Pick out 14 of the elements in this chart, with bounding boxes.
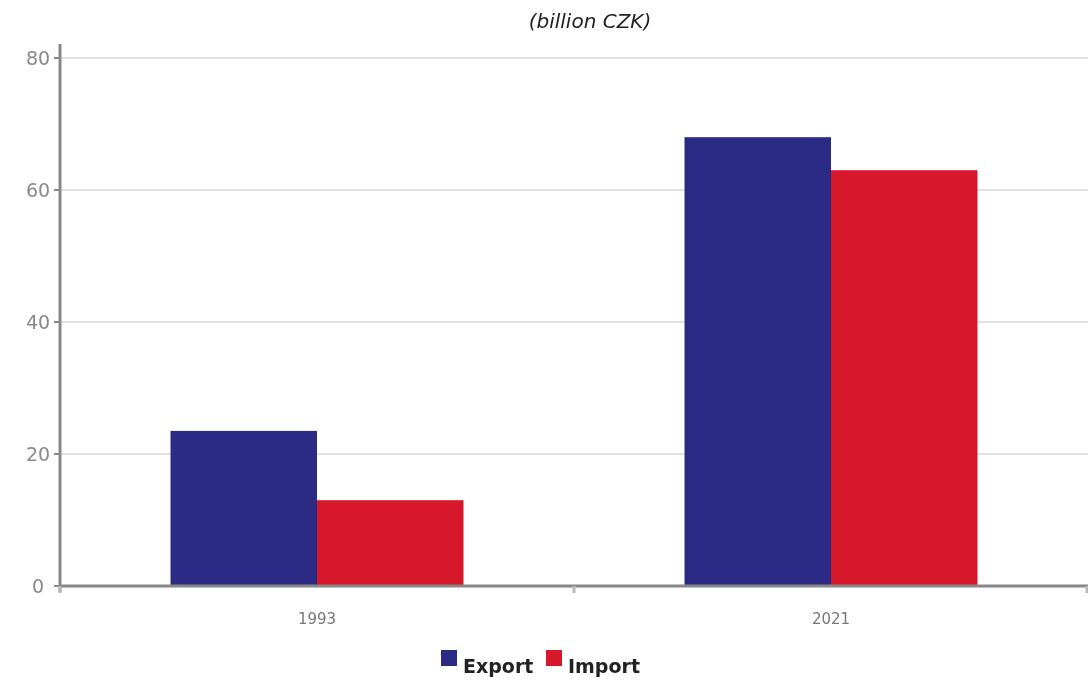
chart-title: (billion CZK) [528, 9, 652, 33]
bar [170, 430, 317, 586]
y-tick-label: 0 [31, 574, 45, 597]
y-tick-label: 20 [25, 442, 51, 465]
y-tick-label: 80 [25, 46, 51, 69]
bar [317, 500, 464, 586]
x-tick-label: 2021 [811, 610, 851, 628]
y-tick-label: 60 [25, 178, 51, 201]
bar [831, 170, 978, 586]
bar [684, 137, 831, 586]
legend-label: Import [568, 654, 640, 677]
x-tick-label: 1993 [297, 610, 337, 628]
y-tick-label: 40 [25, 310, 51, 333]
legend-label: Export [463, 654, 534, 677]
